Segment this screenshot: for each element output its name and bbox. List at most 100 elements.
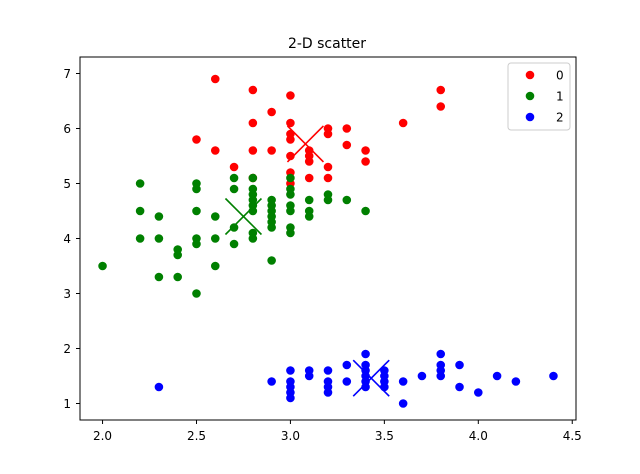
data-point: [304, 195, 314, 205]
data-point: [210, 212, 220, 221]
data-point: [267, 107, 276, 117]
data-point: [248, 173, 258, 183]
data-point: [192, 184, 201, 194]
data-point: [192, 206, 201, 216]
legend-label: 1: [556, 90, 564, 104]
data-point: [455, 360, 464, 370]
data-point: [323, 195, 333, 205]
data-point: [192, 289, 201, 298]
data-point: [154, 272, 164, 282]
data-point: [210, 234, 220, 243]
data-point: [248, 118, 258, 128]
legend-box: [507, 62, 571, 131]
data-point: [342, 195, 352, 205]
data-point: [286, 206, 295, 216]
x-tick-label: 3.5: [375, 429, 394, 443]
data-point: [323, 388, 333, 397]
data-point: [323, 162, 333, 172]
x-axis: 2.0 2.5 3.0 3.5 4.0 4.5: [93, 420, 582, 443]
data-point: [210, 74, 220, 84]
data-point: [229, 173, 239, 183]
data-point: [492, 371, 502, 381]
data-point: [323, 129, 333, 139]
data-point: [436, 349, 446, 359]
y-tick-label: 1: [63, 397, 71, 411]
y-tick-label: 7: [63, 67, 71, 81]
data-point: [248, 146, 258, 155]
data-point: [436, 371, 446, 381]
y-tick-label: 2: [63, 342, 71, 356]
data-point: [361, 349, 370, 359]
x-tick-label: 2.5: [187, 429, 206, 443]
data-point: [398, 377, 408, 386]
data-point: [286, 135, 295, 144]
legend-label: 2: [556, 111, 564, 125]
data-point: [361, 382, 370, 392]
data-point: [135, 234, 145, 243]
legend-marker: [525, 112, 535, 122]
data-point: [192, 239, 201, 249]
data-point: [417, 371, 427, 381]
data-point: [248, 234, 258, 243]
data-point: [286, 118, 295, 128]
data-point: [267, 377, 276, 386]
x-tick-label: 4.0: [469, 429, 488, 443]
centroid-marker: [352, 359, 390, 397]
data-point: [286, 228, 295, 238]
data-point: [511, 377, 521, 386]
data-point: [229, 239, 239, 249]
data-point: [342, 124, 352, 133]
data-point: [267, 256, 276, 265]
data-point: [286, 151, 295, 161]
x-tick-label: 4.5: [563, 429, 582, 443]
data-point: [154, 212, 164, 221]
data-point: [267, 146, 276, 155]
data-point: [229, 223, 239, 232]
data-point: [361, 157, 370, 166]
data-point: [267, 223, 276, 232]
data-point: [192, 135, 201, 144]
data-point: [436, 102, 446, 111]
data-point: [549, 371, 558, 381]
data-point: [286, 91, 295, 100]
legend-marker: [525, 70, 535, 80]
data-point: [210, 261, 220, 271]
plot-area-frame: [79, 56, 577, 421]
x-tick-label: 3.0: [281, 429, 300, 443]
data-point: [342, 377, 352, 386]
centroid-marker: [224, 197, 263, 236]
chart-marks: [98, 74, 558, 408]
data-point: [135, 206, 145, 216]
data-point: [173, 272, 182, 282]
y-tick-label: 6: [63, 122, 71, 136]
data-point: [436, 85, 446, 95]
data-point: [304, 173, 314, 183]
data-point: [398, 118, 408, 128]
y-tick-label: 5: [63, 177, 71, 191]
y-axis: 1 2 3 4 5 6 7: [63, 67, 80, 411]
data-point: [135, 179, 145, 188]
data-point: [154, 382, 164, 392]
legend: 0 1 2: [507, 62, 571, 131]
y-tick-label: 4: [63, 232, 71, 246]
data-point: [380, 382, 389, 392]
data-point: [248, 85, 258, 95]
data-point: [361, 206, 370, 216]
legend-label: 0: [556, 69, 564, 83]
data-point: [474, 388, 483, 397]
data-point: [323, 366, 333, 375]
data-point: [229, 162, 239, 172]
data-point: [342, 140, 352, 150]
data-point: [286, 393, 295, 403]
data-point: [304, 371, 314, 381]
data-point: [342, 360, 352, 370]
data-point: [286, 190, 295, 199]
x-tick-label: 2.0: [93, 429, 112, 443]
data-point: [398, 399, 408, 408]
data-point: [304, 212, 314, 221]
y-tick-label: 3: [63, 287, 71, 301]
data-point: [304, 157, 314, 166]
data-point: [98, 261, 107, 271]
